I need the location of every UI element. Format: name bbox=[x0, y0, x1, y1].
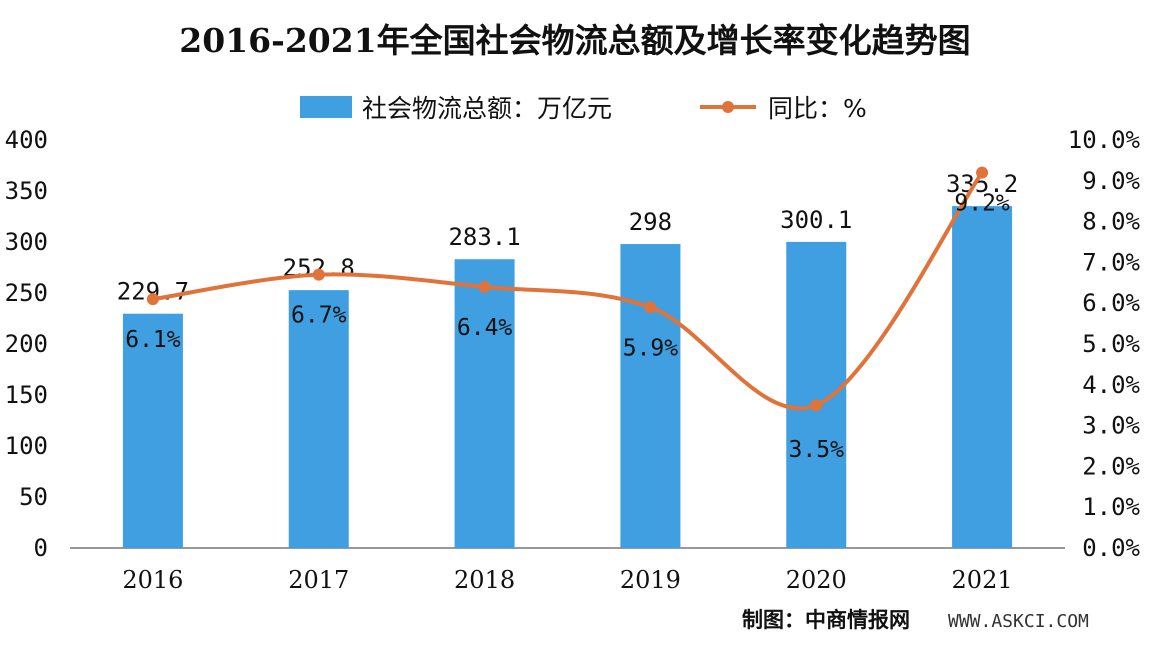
y-right-tick-label: 1.0% bbox=[1082, 493, 1140, 521]
legend-bar-label: 社会物流总额：万亿元 bbox=[362, 94, 612, 123]
source-url: WWW.ASKCI.COM bbox=[948, 611, 1089, 632]
y-right-tick-label: 8.0% bbox=[1082, 208, 1140, 236]
source-label: 制图：中商情报网 bbox=[742, 608, 910, 632]
bar bbox=[952, 206, 1013, 548]
growth-value-label: 6.1% bbox=[125, 327, 181, 353]
y-left-tick-label: 200 bbox=[5, 330, 48, 358]
bar-value-label: 298 bbox=[629, 208, 672, 236]
growth-value-label: 6.4% bbox=[457, 315, 513, 341]
y-left-tick-label: 0 bbox=[34, 534, 48, 562]
y-right-tick-label: 7.0% bbox=[1082, 248, 1140, 276]
chart-title: 2016-2021年全国社会物流总额及增长率变化趋势图 bbox=[179, 21, 970, 60]
x-tick-label: 2017 bbox=[288, 566, 349, 594]
bar bbox=[786, 241, 847, 548]
legend: 社会物流总额：万亿元 同比：% bbox=[300, 94, 867, 123]
right-axis: 0.0% 1.0% 2.0% 3.0% 4.0% 5.0% 6.0% 7.0% 8.0% 9.0%… bbox=[1068, 126, 1141, 562]
growth-point bbox=[810, 399, 823, 412]
legend-line-marker bbox=[722, 101, 734, 113]
growth-point bbox=[976, 166, 989, 179]
x-tick-label: 2021 bbox=[952, 566, 1013, 594]
left-axis: 0 50 100 150 200 250 300 350 400 bbox=[5, 126, 48, 562]
y-right-tick-label: 3.0% bbox=[1082, 412, 1140, 440]
growth-point bbox=[644, 301, 657, 314]
x-ticks: 2016 2017 2018 2019 2020 2021 bbox=[122, 566, 1012, 594]
growth-point bbox=[478, 280, 491, 293]
growth-value-label: 5.9% bbox=[623, 335, 679, 361]
y-left-tick-label: 100 bbox=[5, 432, 48, 460]
x-tick-label: 2018 bbox=[454, 566, 515, 594]
legend-bar-swatch bbox=[300, 96, 352, 118]
y-right-tick-label: 2.0% bbox=[1082, 452, 1140, 480]
growth-value-label: 3.5% bbox=[789, 437, 845, 463]
bar-value-label: 283.1 bbox=[448, 223, 520, 251]
growth-line bbox=[152, 171, 984, 411]
y-left-tick-label: 300 bbox=[5, 228, 48, 256]
bar bbox=[454, 259, 515, 548]
bar-value-label: 300.1 bbox=[780, 206, 852, 234]
y-left-tick-label: 400 bbox=[5, 126, 48, 154]
line-series: 6.1% 6.7% 6.4% 5.9% 3.5% 9.2% bbox=[125, 166, 1010, 463]
y-left-tick-label: 150 bbox=[5, 381, 48, 409]
y-right-tick-label: 9.0% bbox=[1082, 167, 1140, 195]
y-right-tick-label: 6.0% bbox=[1082, 289, 1140, 317]
legend-line-label: 同比：% bbox=[768, 94, 867, 123]
x-tick-label: 2019 bbox=[620, 566, 681, 594]
y-right-tick-label: 5.0% bbox=[1082, 330, 1140, 358]
bar bbox=[122, 313, 183, 548]
x-tick-label: 2020 bbox=[786, 566, 847, 594]
y-right-tick-label: 10.0% bbox=[1068, 126, 1141, 154]
y-left-tick-label: 350 bbox=[5, 177, 48, 205]
y-left-tick-label: 250 bbox=[5, 279, 48, 307]
y-left-tick-label: 50 bbox=[19, 483, 48, 511]
x-tick-label: 2016 bbox=[122, 566, 183, 594]
bar bbox=[620, 244, 681, 549]
growth-value-label: 9.2% bbox=[954, 191, 1010, 217]
growth-value-label: 6.7% bbox=[291, 303, 347, 329]
bar bbox=[288, 290, 349, 548]
y-right-tick-label: 0.0% bbox=[1082, 534, 1140, 562]
growth-point bbox=[312, 268, 325, 281]
growth-point bbox=[146, 293, 159, 306]
y-right-tick-label: 4.0% bbox=[1082, 371, 1140, 399]
source: 制图：中商情报网 WWW.ASKCI.COM bbox=[742, 608, 1089, 632]
